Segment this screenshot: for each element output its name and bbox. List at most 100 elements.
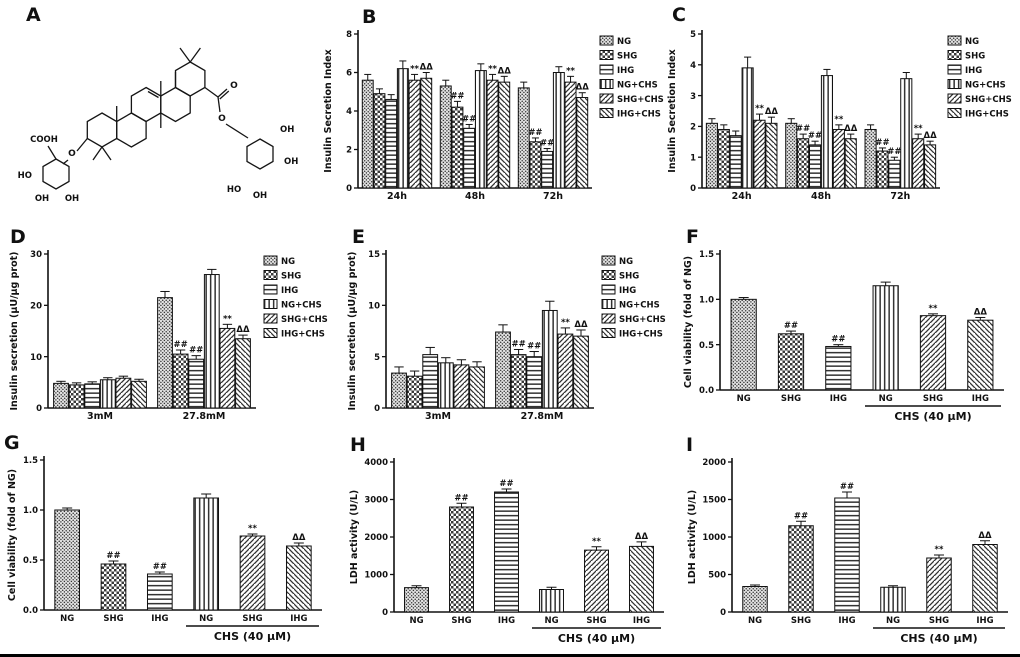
bond: [101, 146, 112, 161]
legend-swatch: [599, 35, 614, 46]
significance-label: ##: [840, 482, 854, 492]
significance-label: ##: [153, 562, 167, 572]
bar: [629, 545, 654, 613]
bar: [495, 331, 511, 409]
bar: [880, 586, 906, 613]
bond: [219, 90, 230, 100]
panel-label-b: B: [362, 6, 377, 28]
x-category-label: NG: [748, 616, 762, 626]
legend-swatch: [263, 299, 278, 309]
bar: [730, 298, 757, 391]
y-tick-label: 4000: [364, 458, 388, 468]
legend-swatch: [947, 108, 962, 118]
y-axis-title: Insulin secretion (μU/μg prot): [347, 251, 358, 410]
significance-label: ΔΔ: [420, 63, 434, 73]
legend-label: IHG: [281, 286, 298, 296]
x-category-label: SHG: [103, 614, 123, 624]
panel-label-i: I: [686, 434, 694, 456]
x-category-label: NG: [886, 616, 900, 626]
y-tick-label: 0: [346, 184, 352, 194]
bar: [396, 68, 409, 189]
bar: [967, 319, 994, 391]
chart-ldh-activity-h: 0 1000 2000 3000 4000 LDH activity (U/L) NG ## S…: [349, 458, 664, 645]
legend-label: NG: [965, 37, 979, 47]
significance-label: ##: [173, 340, 187, 350]
bar: [510, 354, 527, 409]
structure-label: OH: [284, 157, 298, 167]
panel-label-f: F: [686, 226, 699, 248]
bar: [463, 127, 476, 189]
y-axis-title: Cell viability (fold of NG): [7, 469, 18, 601]
significance-label: ΔΔ: [923, 131, 937, 141]
x-category-label: 72h: [543, 191, 563, 202]
bar: [797, 138, 810, 189]
structure-label: HO: [18, 171, 32, 181]
significance-label: **: [755, 104, 764, 114]
bar: [494, 491, 519, 613]
y-axis-title: Insulin secretion (μU/μg prot): [9, 251, 20, 410]
panel-label-d: D: [10, 226, 26, 248]
x-category-label: IHG: [633, 616, 650, 626]
legend-swatch: [947, 35, 962, 46]
bar: [573, 335, 589, 409]
significance-label: ##: [511, 339, 525, 349]
legend-label: IHG: [965, 66, 982, 76]
panel-label-g: G: [4, 432, 20, 454]
chart-cell-viability-f: 0.0 0.5 1.0 1.5 Cell viability (fold of NG) N…: [683, 250, 1004, 423]
bar: [788, 525, 814, 613]
bond: [217, 88, 228, 98]
y-tick-label: 1000: [364, 571, 388, 581]
x-category-label: 3mM: [87, 411, 113, 422]
x-category-label: 48h: [811, 191, 831, 202]
bar: [809, 144, 822, 189]
legend-swatch: [599, 108, 614, 118]
bar: [422, 354, 439, 409]
x-category-label: 24h: [732, 191, 752, 202]
y-tick-label: 3: [690, 92, 696, 102]
significance-label: ##: [831, 335, 845, 345]
bar: [99, 379, 116, 409]
bar: [54, 509, 80, 611]
bar: [193, 497, 220, 611]
bond: [92, 146, 103, 161]
structure-label: OH: [280, 125, 294, 135]
significance-label: ΔΔ: [292, 533, 306, 543]
bar: [825, 345, 852, 391]
significance-label: **: [561, 318, 570, 328]
bar: [439, 85, 452, 189]
bar: [832, 128, 845, 189]
significance-label: **: [914, 124, 923, 134]
bar: [203, 274, 220, 409]
bar: [404, 587, 429, 613]
y-tick-label: 1500: [702, 496, 726, 506]
legend-swatch: [263, 255, 278, 266]
bar: [486, 79, 499, 189]
bar: [539, 589, 564, 613]
bar: [541, 309, 558, 409]
ring: [130, 86, 162, 123]
bar: [888, 159, 901, 189]
x-category-label: SHG: [781, 394, 801, 404]
bar: [834, 497, 860, 613]
legend-swatch: [601, 255, 616, 266]
panel-f: F 0.0 0.5 1.0 1.5 Cell viability (fold of NG…: [678, 226, 1018, 432]
y-tick-label: 2000: [702, 458, 726, 468]
bar: [741, 67, 754, 189]
significance-label: ##: [794, 511, 808, 521]
bar: [285, 545, 312, 611]
chemical-structure: O O OH OH OH HO O COOH HO OH OH: [18, 47, 298, 204]
bar: [437, 362, 454, 409]
bar: [157, 297, 173, 409]
y-tick-label: 8: [346, 30, 352, 40]
x-category-label: SHG: [586, 616, 606, 626]
legend-label: SHG+CHS: [281, 315, 328, 325]
y-tick-label: 5: [690, 30, 696, 40]
bar: [406, 375, 423, 409]
x-category-label: IHG: [498, 616, 515, 626]
panel-label-h: H: [350, 434, 366, 456]
y-tick-label: 1.5: [23, 456, 38, 466]
structure-label: O: [218, 114, 226, 124]
significance-label: ΔΔ: [498, 66, 512, 76]
y-tick-label: 10: [30, 353, 42, 363]
